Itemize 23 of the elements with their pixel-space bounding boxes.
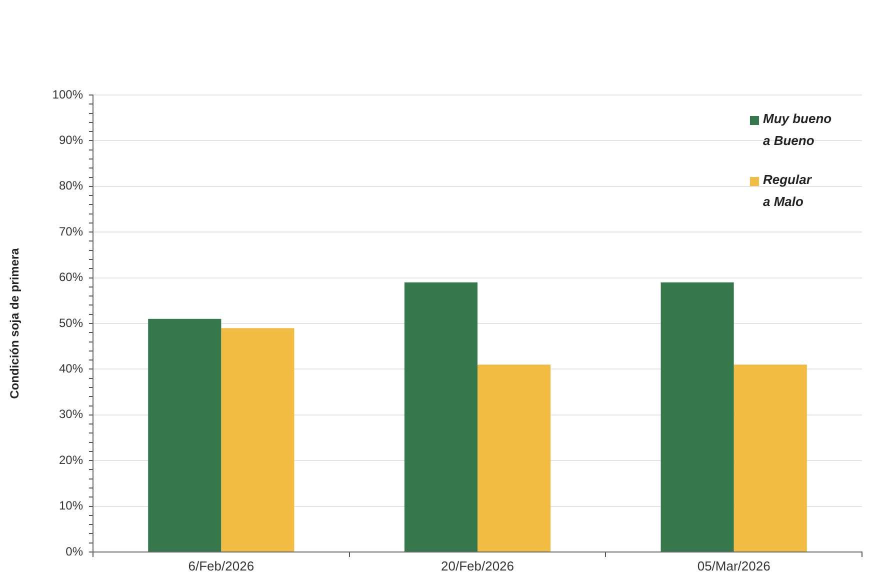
y-tick-label: 70%: [58, 224, 84, 238]
bar: [734, 364, 807, 552]
bar: [148, 318, 222, 552]
bar: [404, 282, 478, 552]
y-tick-label: 0%: [66, 544, 84, 558]
x-tick-label: 6/Feb/2026: [188, 558, 254, 574]
y-axis-title: Condición soja de primera: [8, 248, 22, 399]
y-tick-label: 30%: [58, 407, 84, 422]
y-tick-label: 90%: [58, 133, 84, 148]
bar: [478, 364, 551, 552]
legend-label: Muy bueno a Bueno: [763, 110, 832, 150]
y-tick-label: 10%: [58, 498, 84, 513]
legend-label: Regular a Malo: [763, 171, 812, 211]
bar: [221, 328, 294, 552]
y-tick-label: 20%: [58, 452, 84, 467]
x-tick-label: 05/Mar/2026: [697, 558, 770, 574]
y-tick-label: 100%: [52, 87, 84, 102]
y-tick-label: 60%: [58, 270, 84, 284]
y-tick-label: 40%: [58, 362, 84, 376]
y-tick-label: 80%: [58, 178, 84, 193]
y-tick-label: 50%: [58, 316, 84, 330]
bar: [660, 282, 734, 552]
x-tick-label: 20/Feb/2026: [440, 558, 514, 574]
